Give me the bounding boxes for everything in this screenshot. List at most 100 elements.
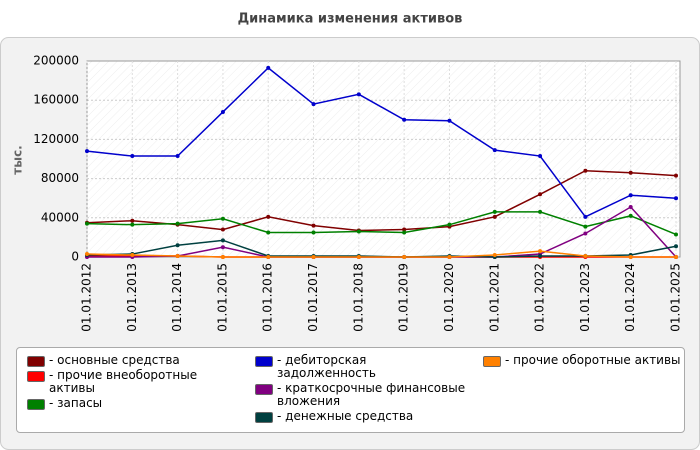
x-tick-label: 01.01.2019 xyxy=(397,263,411,332)
y-tick-label: 40000 xyxy=(41,210,79,224)
point xyxy=(492,148,497,153)
point xyxy=(447,118,452,123)
point xyxy=(447,222,452,227)
x-tick-label: 01.01.2014 xyxy=(170,263,184,332)
point xyxy=(538,209,543,214)
y-tick-label: 160000 xyxy=(33,93,79,107)
point xyxy=(266,230,271,235)
legend-label: - запасы xyxy=(49,396,103,410)
series-line xyxy=(86,170,677,232)
point xyxy=(628,170,633,175)
y-tick-label: 80000 xyxy=(41,171,79,185)
legend-swatch xyxy=(255,412,273,423)
legend-item: - запасы xyxy=(27,397,255,410)
point xyxy=(85,252,89,257)
point xyxy=(130,218,135,223)
x-tick-label: 01.01.2017 xyxy=(306,263,320,332)
legend: - основные средства - прочие внеоборотные… xyxy=(16,347,685,433)
x-tick-label: 01.01.2025 xyxy=(669,263,683,332)
point xyxy=(220,238,225,243)
point xyxy=(402,230,407,235)
point xyxy=(175,221,180,226)
legend-label: - прочие внеоборотные активы xyxy=(49,368,198,395)
point xyxy=(628,205,633,210)
point xyxy=(583,254,588,259)
x-tick-label: 01.01.2016 xyxy=(261,263,275,332)
point xyxy=(266,65,271,70)
point xyxy=(311,230,316,235)
point xyxy=(583,224,588,229)
point xyxy=(583,231,588,236)
point xyxy=(266,214,271,219)
point xyxy=(85,221,89,226)
point xyxy=(356,92,361,97)
point xyxy=(674,232,678,237)
legend-item: - прочие оборотные активы xyxy=(483,354,700,367)
point xyxy=(538,254,543,259)
point xyxy=(628,255,633,259)
point xyxy=(628,213,633,218)
x-tick-label: 01.01.2020 xyxy=(442,263,456,332)
point xyxy=(492,253,497,258)
point xyxy=(492,209,497,214)
plot-hatch xyxy=(87,61,680,257)
point xyxy=(175,243,180,248)
x-tick-label: 01.01.2024 xyxy=(623,263,637,332)
point xyxy=(311,102,316,107)
x-tick-label: 01.01.2013 xyxy=(125,263,139,332)
legend-swatch xyxy=(255,384,273,395)
x-tick-label: 01.01.2023 xyxy=(578,263,592,332)
point xyxy=(220,216,225,221)
legend-swatch xyxy=(27,371,45,382)
point xyxy=(220,227,225,232)
legend-label: - дебиторская задолженность xyxy=(277,353,376,380)
y-axis-label: тыс. xyxy=(11,145,25,174)
point xyxy=(130,253,135,258)
point xyxy=(538,249,543,254)
point xyxy=(492,214,497,219)
x-tick-label: 01.01.2022 xyxy=(533,263,547,332)
legend-label: - прочие оборотные активы xyxy=(505,353,681,367)
point xyxy=(356,229,361,234)
x-tick-label: 01.01.2018 xyxy=(351,263,365,332)
y-tick-label: 0 xyxy=(71,250,79,264)
point xyxy=(583,168,588,173)
point xyxy=(175,154,180,159)
series-line xyxy=(86,66,677,218)
point xyxy=(674,196,678,201)
legend-swatch xyxy=(255,356,273,367)
x-tick-label: 01.01.2015 xyxy=(215,263,229,332)
legend-label: - основные средства xyxy=(49,353,180,367)
x-tick-label: 01.01.2021 xyxy=(487,263,501,332)
point xyxy=(538,154,543,159)
series-line xyxy=(86,211,677,236)
legend-item: - основные средства xyxy=(27,354,255,367)
legend-item: - денежные средства xyxy=(255,410,483,423)
point xyxy=(674,255,678,259)
point xyxy=(356,255,361,259)
chart-title: Динамика изменения активов xyxy=(238,12,463,27)
point xyxy=(220,255,225,259)
legend-label: - денежные средства xyxy=(277,409,414,423)
point xyxy=(402,227,407,232)
x-tick-label: 01.01.2012 xyxy=(80,263,94,332)
legend-item: - дебиторская задолженность xyxy=(255,354,483,380)
point xyxy=(175,254,180,259)
point xyxy=(674,244,678,249)
point xyxy=(447,255,452,259)
legend-swatch xyxy=(483,356,501,367)
point xyxy=(220,245,225,250)
point xyxy=(220,109,225,114)
point xyxy=(130,222,135,227)
point xyxy=(311,223,316,228)
legend-swatch xyxy=(27,356,45,367)
legend-item: - прочие внеоборотные активы xyxy=(27,369,255,395)
point xyxy=(583,214,588,219)
legend-swatch xyxy=(27,399,45,410)
y-tick-label: 200000 xyxy=(33,54,79,68)
point xyxy=(130,154,135,159)
legend-item: - краткосрочные финансовые вложения xyxy=(255,382,483,408)
point xyxy=(311,255,316,259)
